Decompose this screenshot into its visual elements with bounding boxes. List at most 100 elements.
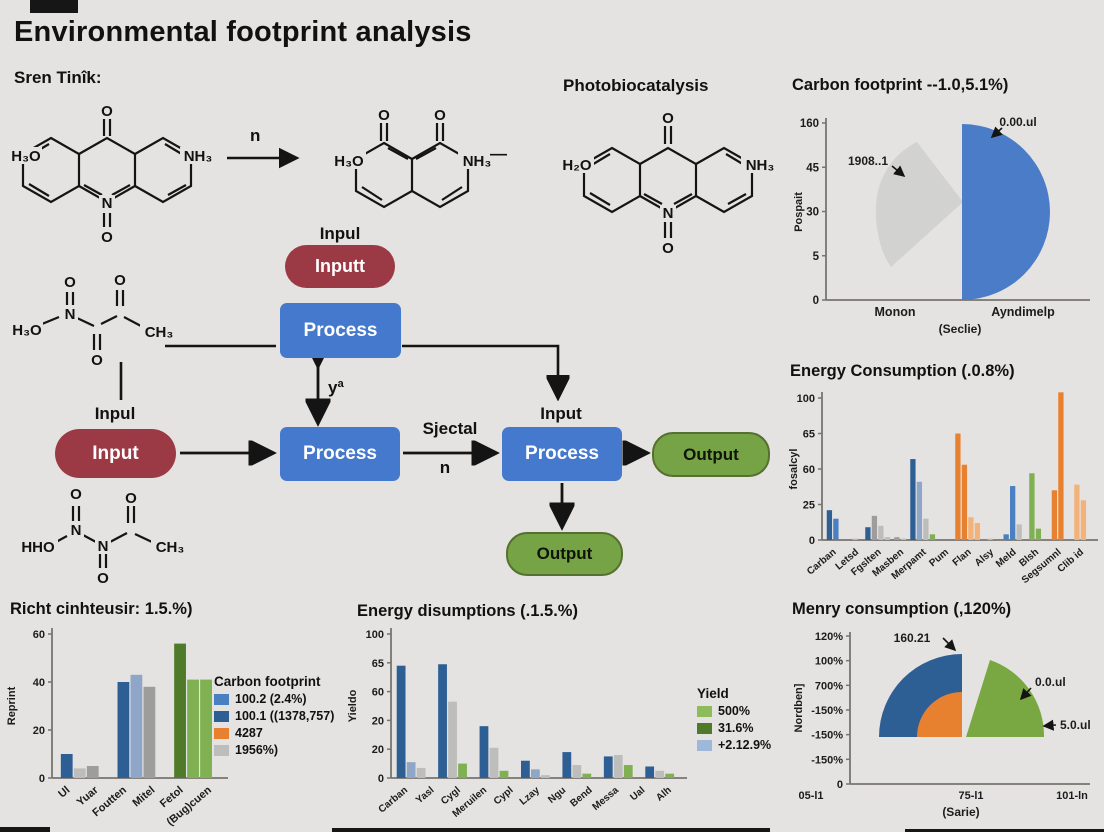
molecule-3-atoms: O H₂O NH₃ N O (560, 110, 779, 257)
y-tick-label: 60 (372, 687, 384, 699)
y-tick-label: 45 (806, 162, 819, 174)
molecule-d: O N HHO N O O CH₃ (18, 486, 189, 587)
bar (987, 538, 993, 540)
input1-node: Inputt (285, 245, 395, 288)
chart2-energy-consumption-bars: 1006560250CarbanLetsdFgsltenMasbenMerpam… (788, 392, 1098, 586)
chart1-carbon-footprint-pie: 160 45 30 5 0 Monon Ayndimelp (Seclie) Pospait 19… (793, 115, 1090, 336)
bar (73, 768, 86, 778)
bar (916, 481, 923, 540)
y-tick-label: 60 (33, 629, 45, 641)
legend-label: 4287 (235, 726, 263, 740)
chart3-title: Richt cinhteusir: 1.5.%) (10, 600, 193, 618)
atom-h2o: H₂O (562, 157, 591, 174)
bar (833, 518, 839, 540)
molecule-a-bonds (41, 290, 142, 350)
bar (923, 518, 929, 540)
bar (521, 760, 530, 778)
bar (878, 525, 884, 540)
bar (894, 537, 900, 540)
x-tick-label: Alsy (973, 547, 997, 569)
legend-item: 31.6% (697, 721, 771, 735)
bar (86, 766, 99, 778)
bar (910, 459, 916, 540)
x-category-label: Monon (875, 305, 916, 319)
photobiocatalysis-label: Photobiocatalysis (563, 76, 709, 95)
x-tick-label: Flan (951, 547, 974, 569)
x-tick-label: Messa (590, 785, 621, 813)
bar (174, 643, 186, 778)
bar (416, 767, 426, 778)
bar (1058, 392, 1064, 540)
bar (479, 726, 489, 778)
y-tick-label: 65 (372, 658, 384, 670)
chart1-title: Carbon footprint --1.0,5.1%) (792, 76, 1009, 94)
page-title: Environmental footprint analysis (14, 16, 472, 48)
scheme-subtitle: Sren Tinîk: (14, 68, 102, 87)
chart5-title: Menry consumption (,120%) (792, 600, 1012, 618)
bar (130, 674, 143, 778)
molecule-1-atoms: O H₃O NH₃ N O (10, 103, 216, 246)
atom-ch3: CH₃ (156, 539, 185, 556)
atom-n: N (102, 195, 113, 212)
bar (1003, 534, 1009, 540)
atom-o: O (101, 103, 113, 120)
bar (871, 515, 878, 540)
legend-item: 4287 (214, 726, 334, 740)
flowchart-connectors (119, 220, 790, 610)
atom-nh3: NH₃ (184, 148, 213, 165)
y-tick-label: 100% (815, 656, 843, 668)
y-tick-label: 25 (803, 500, 815, 512)
atom-n: N (71, 522, 82, 539)
y-tick-label: 0 (378, 773, 384, 785)
bar (968, 517, 974, 540)
bar (499, 770, 509, 778)
bar (665, 773, 675, 778)
legend-swatch (697, 705, 712, 717)
x-tick-label: Mitel (130, 784, 157, 809)
y-axis-title: Yieldo (347, 689, 359, 722)
chart2-title: Energy Consumption (.0.8%) (790, 362, 1015, 380)
y-tick-label: -150% (811, 730, 843, 742)
y-tick-label: 30 (806, 207, 819, 219)
bar (955, 433, 961, 540)
legend-label: 100.1 ((1378,757) (235, 709, 335, 723)
annotation-arrow (891, 165, 906, 178)
feedback-label: yª (328, 378, 344, 397)
y-axis-title: Nordben] (793, 683, 805, 732)
process2-node: Process (280, 427, 400, 481)
x-tick-label: Meld (994, 547, 1019, 570)
input2-node: Input (55, 429, 176, 478)
y-tick-label: 0 (813, 295, 819, 307)
chart4-legend: Yield 500% 31.6% +2.12.9% (697, 686, 771, 752)
y-tick-label: 0 (837, 779, 843, 791)
y-tick-label: 0 (39, 773, 45, 785)
fan-orange (917, 692, 962, 737)
legend-item: 500% (697, 704, 771, 718)
legend-swatch (214, 693, 229, 705)
atom-o: O (114, 272, 126, 289)
atom-hho: HHO (21, 539, 55, 556)
atom-o: O (125, 490, 137, 507)
legend-label: 500% (718, 704, 750, 718)
annotation-arrow (1042, 719, 1057, 731)
y-tick-label: 40 (33, 677, 45, 689)
atom-o: O (434, 107, 446, 124)
y-axis-title: fosalcyl (788, 449, 800, 490)
y-tick-label: 20 (33, 725, 45, 737)
atom-ch3: CH₃ (145, 324, 174, 341)
bar (1074, 484, 1080, 540)
legend-title: Yield (697, 686, 729, 701)
bar (458, 763, 467, 778)
atom-o: O (64, 274, 76, 291)
annotation-label: 160.21 (894, 631, 931, 645)
legend-swatch (697, 722, 712, 734)
x-axis-title: (Sarie) (942, 805, 979, 819)
fan-green (966, 660, 1045, 737)
legend-label: +2.12.9% (718, 738, 772, 752)
bar (200, 679, 212, 778)
y-tick-label: 100 (797, 393, 815, 405)
bar (1035, 528, 1042, 540)
bar (1010, 486, 1016, 540)
chart3-legend: Carbon footprint 100.2 (2.4%) 100.1 ((1378… (214, 674, 334, 757)
